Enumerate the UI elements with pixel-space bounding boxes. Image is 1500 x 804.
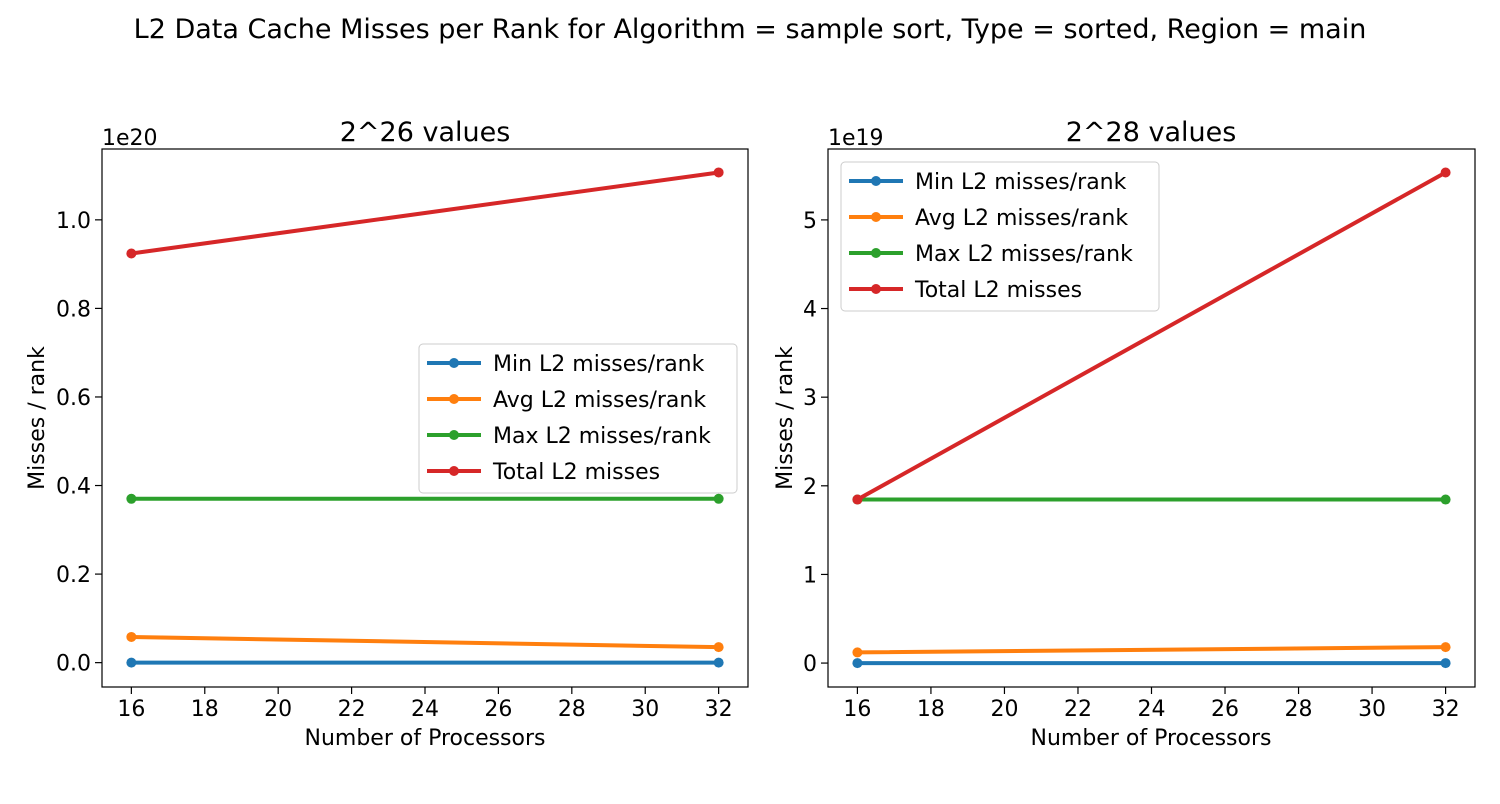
right-legend-box <box>840 161 1160 312</box>
left-series-point-3 <box>126 248 137 259</box>
right-legend-swatch-marker <box>871 176 881 186</box>
left-legend-label: Avg L2 misses/rank <box>493 388 706 413</box>
right-ytick-label: 1 <box>803 563 817 588</box>
right-series-point-0 <box>852 658 863 669</box>
right-ytick-label: 0 <box>803 652 817 677</box>
left-ytick-label: 1.0 <box>56 209 91 234</box>
left-chart-ylabel: Misses / rank <box>25 346 50 490</box>
right-legend-label: Min L2 misses/rank <box>915 170 1127 195</box>
left-series-point-3 <box>713 167 724 178</box>
left-legend-swatch-marker <box>449 466 459 476</box>
figure-title: L2 Data Cache Misses per Rank for Algori… <box>134 14 1367 45</box>
left-chart-title: 2^26 values <box>340 117 511 148</box>
left-xtick-label: 24 <box>411 697 439 722</box>
left-ytick-label: 0.0 <box>56 652 91 677</box>
left-ytick-label: 0.2 <box>56 563 91 588</box>
left-legend-swatch-marker <box>449 358 459 368</box>
left-chart-plot-area: 16 18 20 22 24 26 28 30 32 0.0 0.2 0.4 0.6 0.8 1.0 <box>56 167 733 722</box>
right-xtick-label: 32 <box>1432 697 1460 722</box>
left-legend-box <box>418 343 738 494</box>
right-ytick-label: 3 <box>803 386 817 411</box>
left-legend-swatch-marker <box>449 430 459 440</box>
left-xtick-label: 16 <box>117 697 145 722</box>
right-xtick-label: 20 <box>990 697 1018 722</box>
left-chart-frame <box>101 148 749 688</box>
left-xtick-label: 30 <box>631 697 659 722</box>
left-chart-offset-label: 1e20 <box>102 126 158 151</box>
right-chart-legend: Min L2 misses/rank Avg L2 misses/rank Max … <box>840 161 1160 312</box>
left-legend-label: Min L2 misses/rank <box>493 352 705 377</box>
right-xtick-label: 26 <box>1211 697 1239 722</box>
right-chart-offset-label: 1e19 <box>828 126 884 151</box>
left-ytick-label: 0.4 <box>56 475 91 500</box>
left-chart-legend: Min L2 misses/rank Avg L2 misses/rank Max … <box>418 343 738 494</box>
right-chart-panel: 2^28 values 1e19 Misses / rank Number of… <box>773 117 1476 751</box>
left-xtick-label: 22 <box>338 697 366 722</box>
left-series-point-1 <box>713 642 724 653</box>
right-series-point-2 <box>1440 494 1451 505</box>
right-series-point-3 <box>852 494 863 505</box>
left-chart-panel: 2^26 values 1e20 Misses / rank Number of… <box>25 117 749 751</box>
left-xtick-label: 18 <box>191 697 219 722</box>
left-series-point-2 <box>713 493 724 504</box>
right-series-point-3 <box>1440 167 1451 178</box>
right-xtick-label: 30 <box>1358 697 1386 722</box>
left-legend-label: Total L2 misses <box>492 460 660 485</box>
right-chart-title: 2^28 values <box>1066 117 1237 148</box>
right-legend-label: Total L2 misses <box>914 278 1082 303</box>
left-series-point-2 <box>126 493 137 504</box>
left-legend-swatch-marker <box>449 394 459 404</box>
right-chart-plot-area: 16 18 20 22 24 26 28 30 32 0 1 2 3 4 5 <box>803 167 1460 722</box>
right-chart-xlabel: Number of Processors <box>1031 726 1272 751</box>
right-xtick-label: 18 <box>917 697 945 722</box>
left-xtick-label: 28 <box>558 697 586 722</box>
left-xtick-label: 26 <box>484 697 512 722</box>
right-xtick-label: 28 <box>1285 697 1313 722</box>
right-series-point-1 <box>1440 642 1451 653</box>
left-series-point-0 <box>713 657 724 668</box>
right-legend-swatch-marker <box>871 212 881 222</box>
left-series-line-1 <box>129 634 721 650</box>
right-ytick-label: 2 <box>803 475 817 500</box>
right-ytick-label: 4 <box>803 298 817 323</box>
right-legend-swatch-marker <box>871 284 881 294</box>
right-xtick-label: 16 <box>843 697 871 722</box>
right-chart-ylabel: Misses / rank <box>773 346 798 490</box>
left-ytick-label: 0.8 <box>56 297 91 322</box>
left-series-point-1 <box>126 631 137 642</box>
right-series-point-0 <box>1440 658 1451 669</box>
right-chart-frame <box>827 148 1476 688</box>
right-legend-swatch-marker <box>871 248 881 258</box>
right-ytick-label: 5 <box>803 209 817 234</box>
right-series-line-3 <box>855 170 1448 502</box>
right-xtick-label: 24 <box>1138 697 1166 722</box>
left-xtick-label: 20 <box>264 697 292 722</box>
left-series-line-3 <box>129 170 721 256</box>
left-chart-xlabel: Number of Processors <box>305 726 546 751</box>
right-legend-label: Avg L2 misses/rank <box>915 206 1128 231</box>
left-series-point-0 <box>126 657 137 668</box>
right-legend-label: Max L2 misses/rank <box>915 242 1133 267</box>
left-ytick-label: 0.6 <box>56 386 91 411</box>
left-xtick-label: 32 <box>705 697 733 722</box>
right-series-point-1 <box>852 647 863 658</box>
right-series-line-1 <box>855 645 1448 655</box>
left-legend-label: Max L2 misses/rank <box>493 424 711 449</box>
right-xtick-label: 22 <box>1064 697 1092 722</box>
